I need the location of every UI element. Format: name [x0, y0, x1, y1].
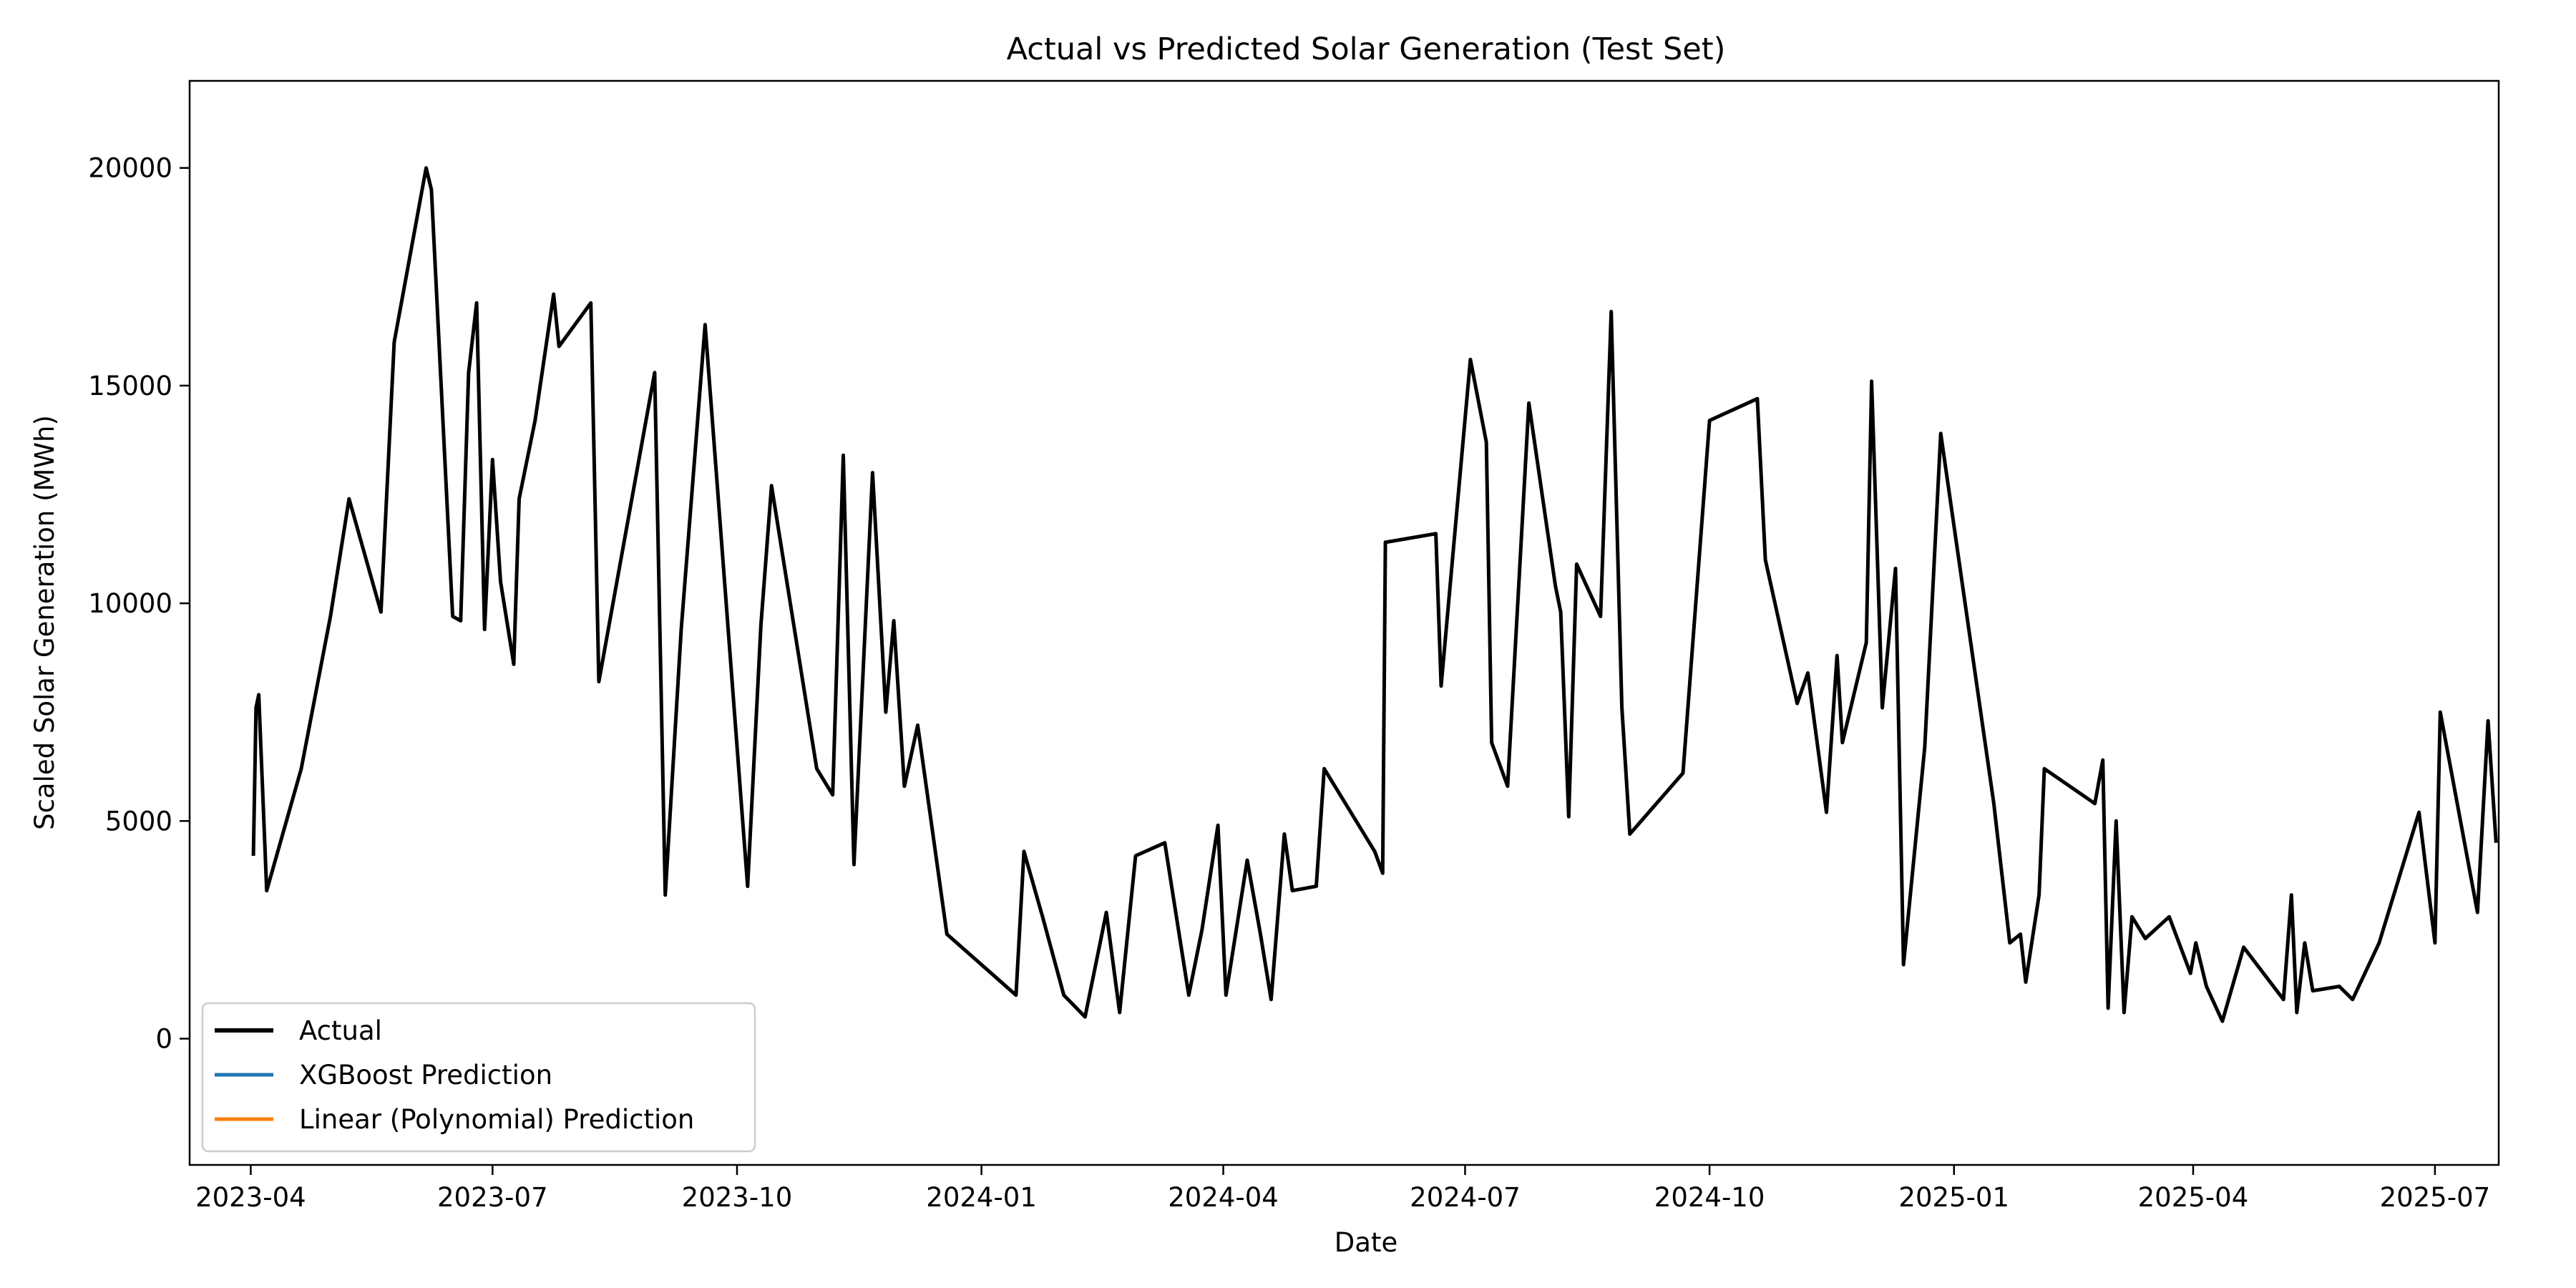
legend-label: Linear (Polynomial) Prediction [299, 1104, 694, 1135]
x-tick-label: 2025-04 [2138, 1182, 2249, 1213]
y-tick-label: 15000 [88, 371, 172, 401]
legend: Actual XGBoost Prediction Linear (Polynomi… [201, 1002, 756, 1153]
series-line-actual [251, 166, 2498, 1023]
y-tick-label: 5000 [105, 806, 172, 836]
y-axis: 0 5000 10000 15000 20000 [88, 153, 190, 1055]
chart-title: Actual vs Predicted Solar Generation (Te… [1007, 31, 1726, 67]
y-axis-label: Scaled Solar Generation (MWh) [29, 415, 60, 830]
legend-label: XGBoost Prediction [299, 1060, 552, 1091]
plot-area [251, 166, 2498, 1023]
y-tick-label: 0 [155, 1024, 172, 1055]
x-tick-label: 2023-04 [195, 1182, 306, 1213]
x-tick-label: 2025-07 [2380, 1182, 2491, 1213]
x-tick-label: 2023-10 [682, 1182, 793, 1213]
x-axis-label: Date [1335, 1227, 1397, 1258]
x-tick-label: 2024-04 [1168, 1182, 1279, 1213]
plot-frame [188, 79, 2500, 1166]
x-tick-label: 2025-01 [1898, 1182, 2009, 1213]
legend-box [201, 1002, 756, 1153]
x-tick-label: 2024-01 [926, 1182, 1037, 1213]
x-tick-label: 2024-10 [1654, 1182, 1765, 1213]
y-tick-label: 20000 [88, 153, 172, 184]
x-tick-label: 2024-07 [1410, 1182, 1521, 1213]
x-tick-label: 2023-07 [437, 1182, 548, 1213]
legend-label: Actual [299, 1015, 382, 1046]
x-axis: 2023-04 2023-07 2023-10 2024-01 2024-04 2024-… [195, 1165, 2490, 1213]
y-tick-label: 10000 [88, 588, 172, 619]
